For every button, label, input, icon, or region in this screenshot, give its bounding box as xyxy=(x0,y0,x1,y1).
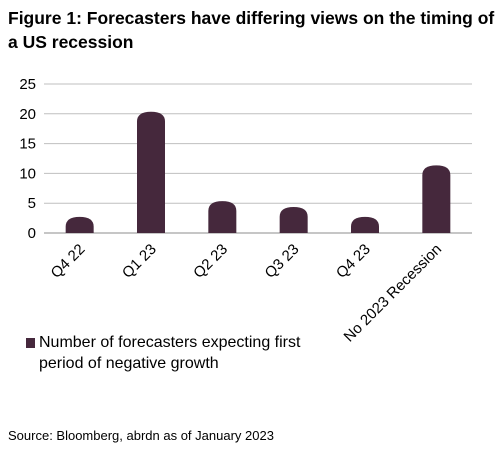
bar xyxy=(422,165,451,233)
legend-label: Number of forecasters expecting first pe… xyxy=(39,334,301,372)
bar xyxy=(279,207,308,233)
bars xyxy=(65,111,451,233)
bar xyxy=(208,201,237,233)
gridlines xyxy=(44,83,472,234)
x-tick-label: Q4 23 xyxy=(333,241,374,282)
bar xyxy=(351,216,379,233)
legend-swatch xyxy=(26,338,35,348)
y-tick-label: 25 xyxy=(19,76,36,93)
y-tick-label: 15 xyxy=(19,136,36,153)
bar xyxy=(137,111,165,233)
chart-title: Figure 1: Forecasters have differing vie… xyxy=(8,8,495,52)
x-tick-label: Q4 22 xyxy=(48,241,89,282)
x-tick-label: Q1 23 xyxy=(119,241,160,282)
y-tick-label: 5 xyxy=(28,195,36,212)
x-tick-label: Q2 23 xyxy=(190,241,231,282)
x-tick-label: Q3 23 xyxy=(262,241,303,282)
y-tick-label: 0 xyxy=(28,225,36,242)
source-note: Source: Bloomberg, abrdn as of January 2… xyxy=(8,428,274,443)
bar xyxy=(65,216,94,233)
y-axis-ticks: 0 5 10 15 20 25 xyxy=(19,76,36,242)
y-tick-label: 10 xyxy=(19,165,36,182)
y-tick-label: 20 xyxy=(19,106,36,123)
legend: Number of forecasters expecting first pe… xyxy=(26,332,326,374)
